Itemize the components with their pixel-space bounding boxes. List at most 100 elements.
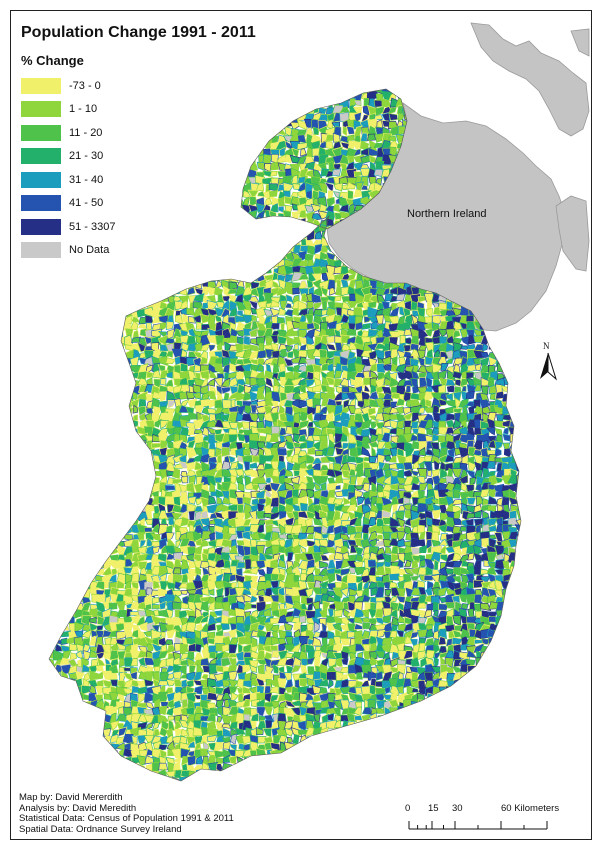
map-cell	[74, 477, 85, 485]
map-cell	[151, 232, 162, 241]
map-cell	[137, 448, 148, 458]
map-cell	[488, 601, 498, 610]
map-cell	[270, 223, 281, 235]
map-cell	[384, 545, 392, 554]
map-cell	[334, 296, 342, 302]
map-cell	[49, 678, 50, 687]
map-cell	[515, 680, 521, 688]
map-cell	[234, 271, 245, 281]
map-cell	[172, 265, 183, 275]
map-cell	[102, 273, 113, 281]
map-cell	[523, 384, 531, 393]
map-cell	[59, 406, 72, 416]
map-cell	[193, 314, 202, 324]
map-cell	[507, 615, 520, 627]
map-cell	[68, 699, 79, 708]
map-cell	[179, 216, 188, 220]
map-cell	[49, 377, 50, 385]
map-cell	[502, 357, 512, 365]
map-cell	[523, 394, 531, 400]
map-cell	[49, 469, 50, 477]
map-cell	[376, 534, 384, 541]
map-cell	[523, 533, 531, 542]
map-cell	[410, 631, 420, 640]
map-cell	[82, 407, 91, 415]
map-cell	[96, 503, 105, 514]
map-cell	[522, 567, 529, 577]
map-cell	[82, 538, 93, 550]
map-cell	[286, 236, 293, 248]
map-cell	[208, 245, 218, 255]
map-cell	[509, 432, 518, 443]
map-cell	[286, 448, 295, 459]
map-cell	[119, 306, 128, 316]
map-cell	[88, 503, 99, 514]
map-cell	[90, 561, 100, 571]
map-cell	[67, 356, 76, 367]
map-cell	[321, 299, 328, 312]
map-cell	[97, 279, 104, 290]
map-cell	[515, 434, 521, 444]
map-cell	[39, 335, 48, 343]
map-cell	[49, 516, 50, 527]
map-cell	[151, 223, 163, 234]
map-cell	[59, 300, 70, 312]
map-cell	[228, 455, 236, 464]
map-cell	[507, 399, 517, 409]
map-cell	[105, 371, 112, 381]
map-cell	[507, 336, 519, 345]
map-cell	[367, 407, 376, 417]
map-cell	[353, 489, 364, 500]
map-cell	[52, 602, 64, 611]
map-cell	[83, 481, 93, 490]
map-cell	[431, 292, 440, 303]
map-cell	[61, 551, 68, 564]
map-cell	[54, 455, 64, 463]
map-cell	[143, 527, 153, 533]
map-cell	[454, 700, 462, 708]
map-cell	[290, 223, 303, 234]
map-cell	[73, 335, 86, 346]
map-cell	[206, 426, 216, 435]
map-cell	[87, 300, 99, 310]
map-cell	[391, 546, 398, 555]
map-cell	[80, 279, 90, 288]
map-cell	[118, 384, 128, 394]
map-cell	[112, 453, 120, 466]
map-cell	[460, 481, 468, 493]
map-cell	[307, 245, 316, 255]
map-cell	[419, 559, 426, 568]
map-cell	[227, 225, 237, 234]
map-cell	[432, 306, 441, 316]
map-cell	[104, 544, 112, 556]
map-cell	[516, 636, 521, 648]
map-cell	[76, 467, 83, 479]
map-cell	[87, 280, 100, 290]
map-cell	[214, 314, 223, 324]
map-cell	[249, 222, 261, 234]
map-cell	[515, 664, 521, 675]
map-cell	[501, 366, 513, 372]
map-cell	[131, 490, 140, 498]
map-cell	[69, 572, 78, 581]
map-cell	[466, 496, 477, 505]
map-cell	[80, 530, 93, 542]
map-cell	[60, 363, 71, 375]
map-cell	[418, 427, 426, 435]
map-cell	[213, 253, 225, 262]
map-cell	[102, 433, 113, 444]
map-cell	[461, 385, 467, 392]
map-cell	[53, 593, 64, 606]
map-cell	[458, 698, 468, 711]
map-cell	[186, 244, 197, 254]
map-cell	[136, 469, 148, 478]
map-cell	[102, 519, 114, 528]
map-cell	[412, 460, 420, 470]
map-cell	[475, 483, 483, 493]
map-cell	[96, 538, 105, 549]
map-cell	[482, 671, 489, 681]
map-cell	[488, 524, 498, 533]
map-cell	[115, 453, 125, 465]
map-cell	[116, 216, 127, 218]
map-cell	[82, 559, 93, 569]
